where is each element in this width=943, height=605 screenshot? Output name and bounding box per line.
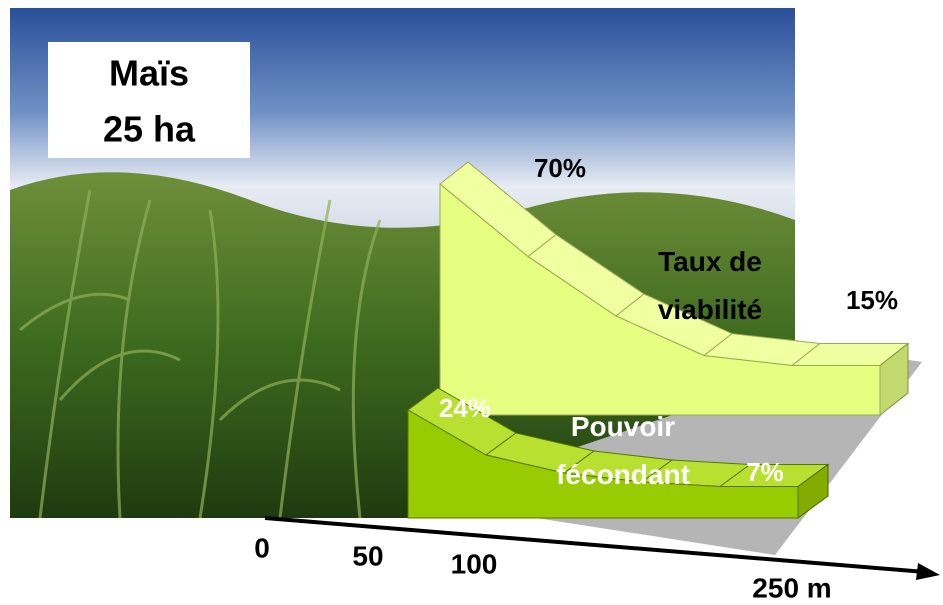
ribbon-front xyxy=(439,182,881,416)
x-tick-label: 50 xyxy=(352,540,383,571)
x-tick-label: 100 xyxy=(451,548,498,579)
photo xyxy=(10,8,795,519)
axis-arrow xyxy=(916,563,940,580)
x-tick-label: 0 xyxy=(254,532,270,563)
label-box xyxy=(48,42,250,158)
series-label: Pouvoir fécondant xyxy=(556,411,690,490)
data-label: 24% xyxy=(439,393,491,423)
data-label: 15% xyxy=(846,285,898,315)
series-label: Taux de viabilité xyxy=(657,246,763,325)
data-label: 70% xyxy=(534,153,586,183)
ribbon-front xyxy=(407,409,799,519)
label-line: Maïs xyxy=(109,53,189,94)
data-label: 7% xyxy=(746,457,784,487)
x-tick-label: 250 m xyxy=(752,572,831,603)
label-line: 25 ha xyxy=(103,109,196,150)
x-axis xyxy=(264,516,926,574)
